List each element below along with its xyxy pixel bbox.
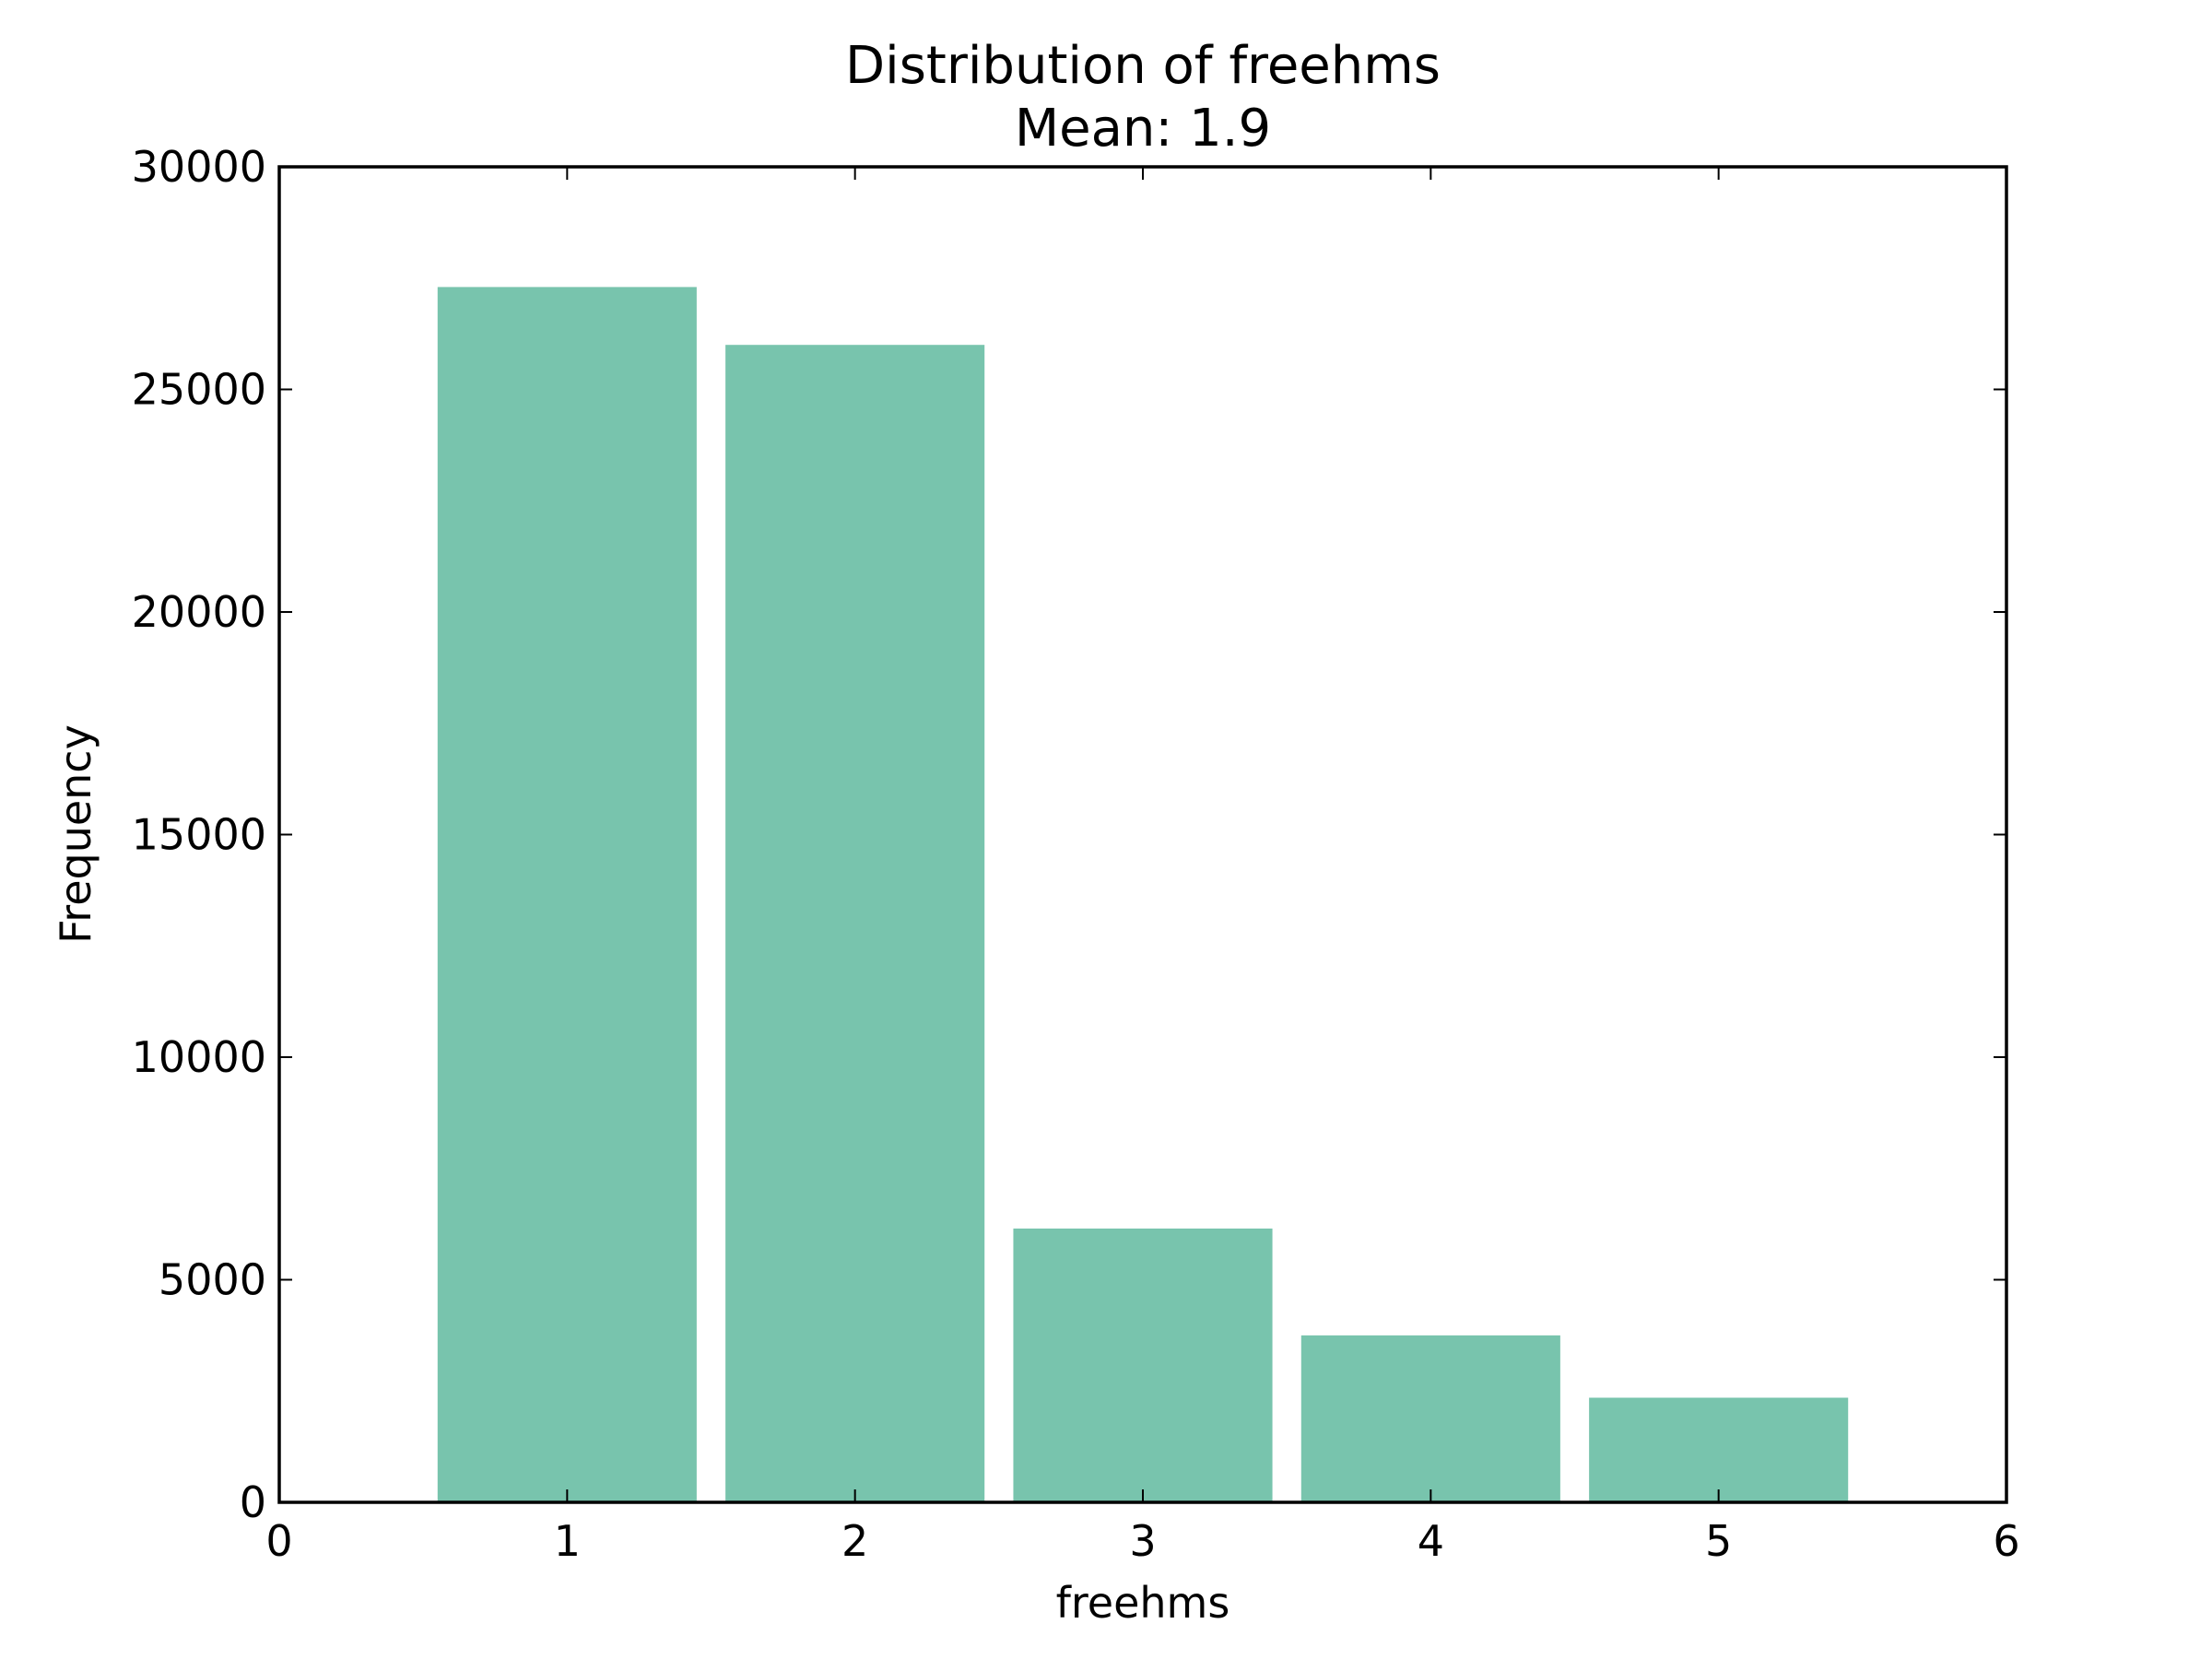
chart-title: Distribution of freehms (845, 36, 1441, 96)
x-tick-label: 0 (265, 1516, 292, 1566)
x-tick-label: 1 (554, 1516, 581, 1566)
y-tick-label: 20000 (132, 587, 266, 637)
bar-3 (1013, 1228, 1273, 1502)
y-axis-label: Frequency (51, 724, 100, 944)
y-tick-label: 5000 (159, 1255, 266, 1305)
x-tick-label: 6 (1993, 1516, 2019, 1566)
bar-1 (437, 287, 697, 1502)
tick-labels-group: 0 1 2 3 4 5 6 0 5000 10000 15000 20000 25000 30000 (132, 142, 2020, 1566)
y-tick-label: 30000 (132, 142, 266, 192)
x-tick-label: 5 (1705, 1516, 1732, 1566)
x-tick-label: 4 (1418, 1516, 1444, 1566)
x-axis-label: freehms (1056, 1578, 1230, 1628)
bars-group (437, 287, 1849, 1503)
y-tick-label: 15000 (132, 810, 266, 860)
bar-4 (1300, 1335, 1560, 1502)
bar-5 (1589, 1397, 1849, 1502)
x-tick-label: 2 (841, 1516, 868, 1566)
y-tick-label: 25000 (132, 365, 266, 415)
y-tick-label: 10000 (132, 1032, 266, 1082)
chart-subtitle: Mean: 1.9 (1015, 99, 1271, 159)
bar-2 (725, 345, 985, 1503)
y-tick-label: 0 (240, 1477, 266, 1527)
x-tick-label: 3 (1129, 1516, 1156, 1566)
plot-frame (277, 165, 2008, 1504)
